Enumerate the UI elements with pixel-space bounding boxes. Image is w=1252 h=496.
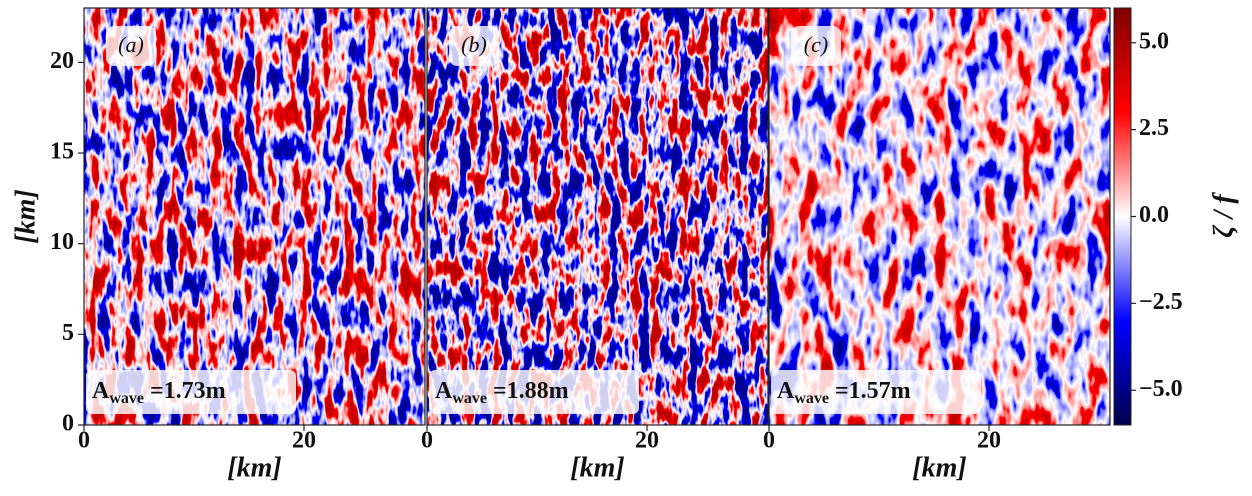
y-tick-label: 20 (50, 48, 74, 74)
x-tick-label: 20 (292, 428, 316, 454)
annotation: Awave =1.88m (435, 378, 569, 407)
panel-frame (426, 7, 769, 426)
colorbar-tick-label: 2.5 (1139, 115, 1169, 141)
panel-label-box (106, 26, 156, 66)
panel-label-box (449, 26, 499, 66)
annotation-subscript: wave (794, 390, 829, 407)
annotation-text: =1.57m (835, 378, 911, 404)
heatmap-field (769, 8, 1110, 425)
panel-label: (c) (804, 32, 828, 57)
colorbar (1113, 7, 1132, 426)
annotation-text: =1.88m (493, 378, 569, 404)
panel-label: (b) (461, 32, 487, 57)
x-tick-label: 0 (763, 428, 775, 454)
x-axis-label: [km] (570, 452, 624, 483)
annotation-subscript: wave (109, 390, 144, 407)
x-axis-label: [km] (227, 452, 281, 483)
annotation-subscript: wave (452, 390, 487, 407)
annotation-text: =1.73m (150, 378, 226, 404)
annotation-box (86, 370, 296, 414)
annotation-symbol: A (777, 378, 795, 404)
colorbar-tick-label: 5.0 (1139, 28, 1169, 54)
annotation-symbol: A (435, 378, 453, 404)
heatmap-field (84, 8, 425, 425)
x-tick-label: 0 (78, 428, 90, 454)
panel-frame (768, 7, 1111, 426)
colorbar-tick-label: −2.5 (1139, 289, 1183, 315)
colorbar-tick-label: −5.0 (1139, 376, 1183, 402)
x-axis-label: [km] (912, 452, 966, 483)
y-axis-label: [km] (10, 189, 41, 243)
panel-label: (a) (118, 32, 144, 57)
x-tick-label: 20 (635, 428, 659, 454)
x-tick-label: 20 (977, 428, 1001, 454)
x-tick-label: 0 (421, 428, 433, 454)
colorbar-label: ζ / f (1208, 192, 1239, 238)
annotation-box (771, 370, 981, 414)
annotation: Awave =1.57m (777, 378, 911, 407)
y-tick-label: 5 (62, 320, 74, 346)
y-tick-label: 10 (50, 229, 74, 255)
panel-frame (83, 7, 426, 426)
annotation-symbol: A (92, 378, 110, 404)
annotation-box (429, 370, 639, 414)
y-tick-label: 0 (62, 411, 74, 437)
y-tick-label: 15 (50, 139, 74, 165)
colorbar-tick-label: 0.0 (1139, 202, 1169, 228)
annotation: Awave =1.73m (92, 378, 226, 407)
panel-label-box (791, 26, 841, 66)
heatmap-field (427, 8, 768, 425)
